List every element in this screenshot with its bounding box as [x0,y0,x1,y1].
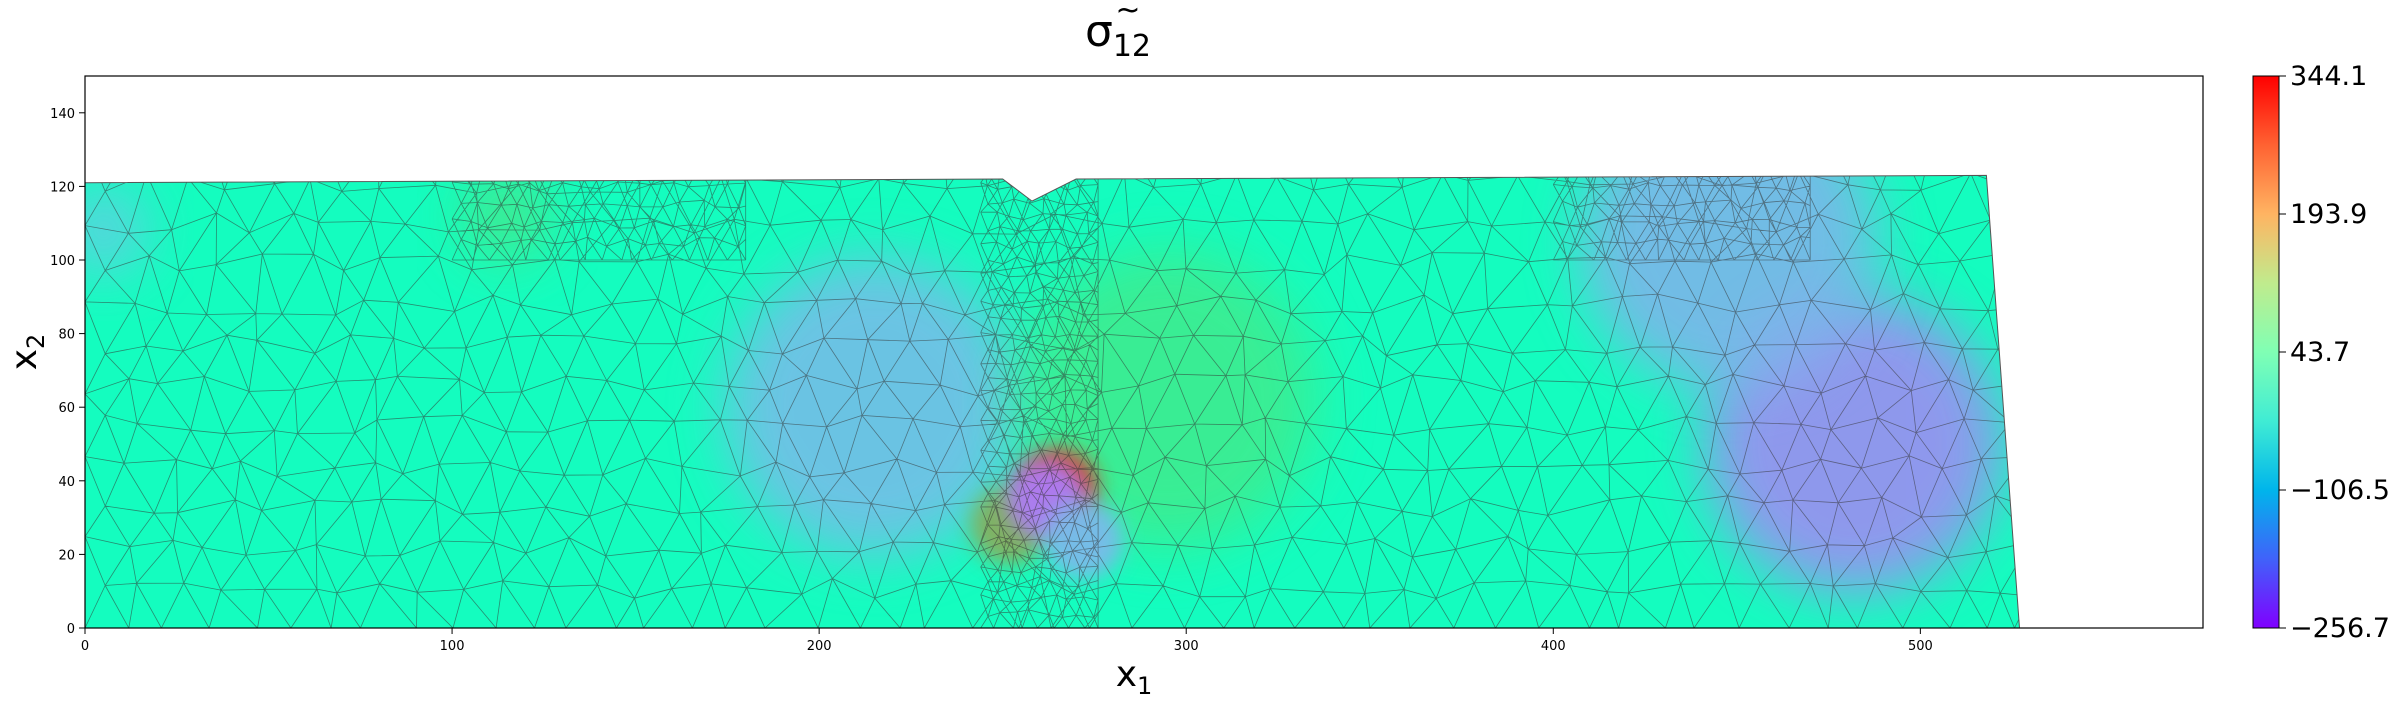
field-hotspot [1579,175,1880,392]
x-axis-ticks: 0 100 200 300 400 500 [81,628,1933,654]
x-tick-label: 500 [1908,639,1933,654]
y-tick-label: 80 [58,328,75,343]
x-tick-label: 400 [1541,639,1566,654]
mesh-edges [85,175,2020,628]
y-tick-label: 60 [58,401,75,416]
x-tick-label: 100 [440,639,465,654]
y-tick-label: 0 [67,622,75,637]
y-tick-label: 100 [50,254,75,269]
axes-frame [84,75,2204,629]
chart-title: σ12 [1085,6,1151,64]
x-tick-label: 0 [81,639,89,654]
stress-field [85,175,2020,628]
colorbar: 344.1 193.9 43.7 −106.5 −256.7 [2252,61,2390,644]
y-axis-ticks: 0 20 40 60 80 100 120 140 [50,107,85,637]
y-axis-label: x2 [4,334,50,371]
y-tick-label: 40 [58,475,75,490]
field-hotspots [85,175,2005,594]
x-axis-label: x1 [1116,654,1153,700]
field-hotspot [724,257,1025,558]
x-tick-label: 200 [807,639,832,654]
x-tick-label: 300 [1174,639,1199,654]
colorbar-tick-label: 344.1 [2290,61,2367,92]
domain-outline [84,174,2021,629]
mesh-lines [85,175,2020,628]
colorbar-ticks: 344.1 193.9 43.7 −106.5 −256.7 [2279,61,2390,644]
colorbar-tick-label: −256.7 [2290,613,2390,644]
colorbar-tick-label: −106.5 [2290,475,2390,506]
field-hotspot [85,185,149,276]
title-tilde: ~ [1115,0,1140,28]
plot-area: 0 100 200 300 400 500 0 20 40 60 80 100 120 140 [50,75,2204,654]
colorbar-gradient [2252,75,2280,629]
colorbar-tick-label: 43.7 [2290,337,2350,368]
y-tick-label: 20 [58,548,75,563]
colorbar-tick-label: 193.9 [2290,199,2367,230]
y-tick-label: 140 [50,107,75,122]
y-tick-label: 120 [50,180,75,195]
